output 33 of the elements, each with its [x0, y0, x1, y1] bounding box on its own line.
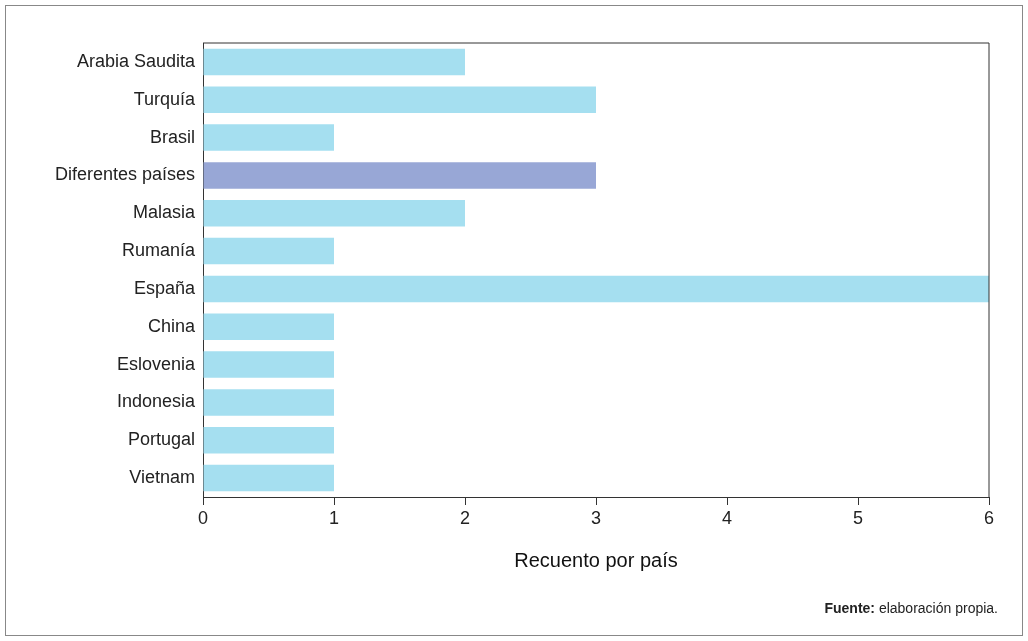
y-tick-label: Turquía	[133, 88, 196, 109]
x-tick-label: 3	[590, 507, 602, 528]
x-tick-label: 1	[328, 507, 340, 528]
y-tick-label: Eslovenia	[116, 353, 196, 374]
x-tick-label: 4	[721, 507, 733, 528]
y-tick-label: Portugal	[127, 429, 195, 450]
x-tick-label: 5	[852, 507, 864, 528]
bar	[203, 389, 334, 416]
x-tick-label: 0	[197, 507, 209, 528]
y-tick-label: España	[133, 277, 196, 298]
y-tick-label: Indonesia	[116, 391, 196, 412]
y-tick-label: Diferentes países	[54, 164, 195, 185]
y-tick-label: Arabia Saudita	[76, 50, 196, 71]
source-note: Fuente: elaboración propia.	[824, 600, 998, 616]
y-tick-label: Brasil	[149, 126, 195, 147]
bar	[203, 313, 334, 340]
y-tick-label: Malasia	[132, 202, 196, 223]
bar	[203, 162, 596, 189]
bar	[203, 464, 334, 492]
bar	[203, 351, 334, 378]
y-tick-label: Vietnam	[129, 467, 195, 488]
x-tick-label: 6	[983, 507, 995, 528]
bar	[203, 86, 596, 113]
y-tick-label: Rumanía	[121, 240, 196, 261]
bar	[203, 275, 989, 303]
x-tick-label: 2	[459, 507, 471, 528]
bar	[203, 237, 334, 265]
bar	[203, 124, 334, 151]
x-axis-title: Recuento por país	[514, 548, 678, 571]
bar	[203, 427, 334, 454]
bar	[203, 200, 465, 227]
y-tick-label: China	[147, 315, 196, 336]
bar	[203, 48, 465, 76]
